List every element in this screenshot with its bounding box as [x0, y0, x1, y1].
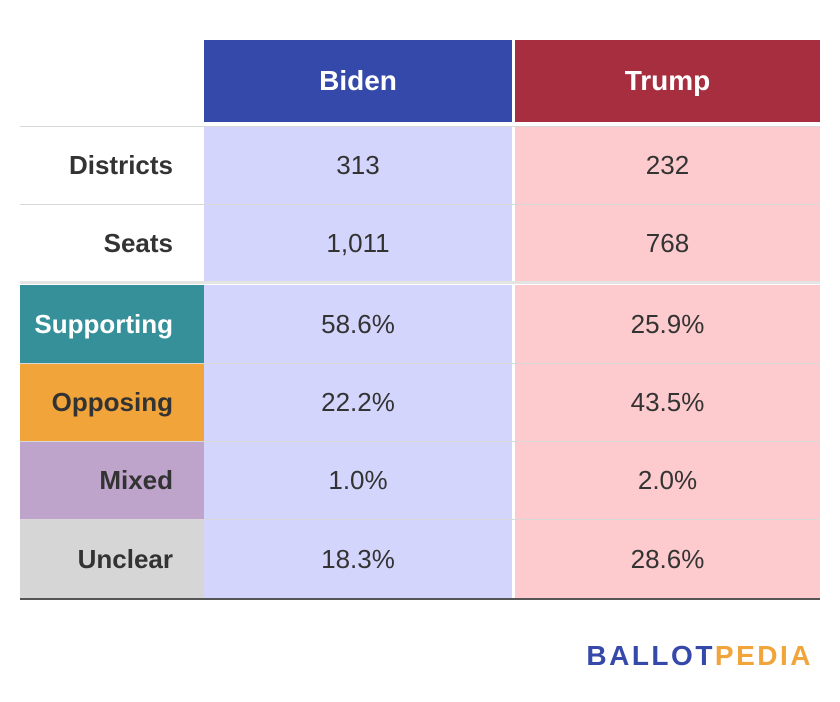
row-label-opposing: Opposing: [20, 364, 204, 441]
col-header-biden: Biden: [204, 40, 512, 122]
table-row-districts: Districts 313 232: [20, 127, 820, 204]
cell-opposing-biden: 22.2%: [204, 364, 512, 441]
row-label-supporting: Supporting: [20, 285, 204, 363]
row-divider: [20, 363, 820, 364]
ballotpedia-logo: BALLOTPEDIA: [586, 640, 813, 672]
col-header-trump: Trump: [515, 40, 820, 122]
cell-unclear-biden: 18.3%: [204, 520, 512, 598]
table-bottom-rule: [20, 598, 820, 600]
header-row: Biden Trump: [20, 40, 820, 122]
cell-supporting-trump: 25.9%: [515, 285, 820, 363]
table-row-unclear: Unclear 18.3% 28.6%: [20, 520, 820, 598]
row-label-mixed: Mixed: [20, 442, 204, 519]
table-row-seats: Seats 1,011 768: [20, 205, 820, 281]
logo-part-ballot: BALLOT: [586, 640, 715, 671]
cell-districts-biden: 313: [204, 127, 512, 204]
cell-unclear-trump: 28.6%: [515, 520, 820, 598]
row-divider: [20, 519, 820, 520]
cell-mixed-biden: 1.0%: [204, 442, 512, 519]
cell-seats-trump: 768: [515, 205, 820, 281]
table-row-mixed: Mixed 1.0% 2.0%: [20, 442, 820, 519]
cell-opposing-trump: 43.5%: [515, 364, 820, 441]
section-divider: [20, 281, 820, 284]
row-label-unclear: Unclear: [20, 520, 204, 598]
cell-mixed-trump: 2.0%: [515, 442, 820, 519]
row-label-seats: Seats: [103, 227, 173, 258]
cell-supporting-biden: 58.6%: [204, 285, 512, 363]
table-row-supporting: Supporting 58.6% 25.9%: [20, 285, 820, 363]
row-divider: [20, 441, 820, 442]
logo-part-pedia: PEDIA: [714, 640, 813, 671]
cell-districts-trump: 232: [515, 127, 820, 204]
row-divider: [20, 204, 820, 205]
row-divider: [20, 126, 820, 127]
row-label-districts: Districts: [68, 150, 173, 180]
table-row-opposing: Opposing 22.2% 43.5%: [20, 364, 820, 441]
cell-seats-biden: 1,011: [204, 205, 512, 281]
